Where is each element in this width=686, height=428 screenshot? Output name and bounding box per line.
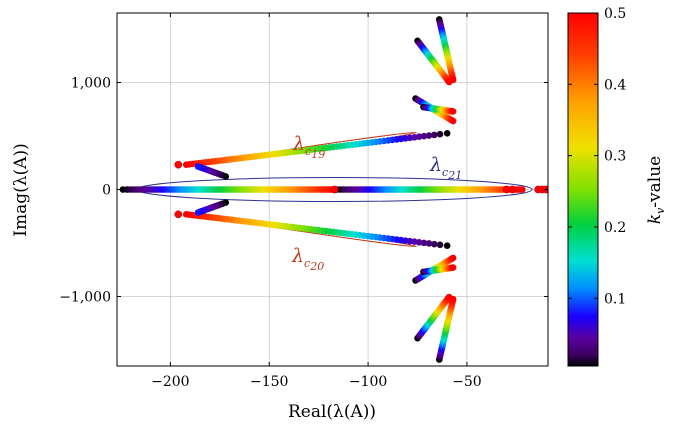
data-point — [194, 209, 202, 216]
data-point — [508, 185, 517, 194]
y-tick-label: −1,000 — [59, 289, 111, 305]
colorbar — [567, 12, 599, 367]
data-point — [449, 254, 457, 262]
colorbar-tick-label: 0.2 — [604, 220, 626, 236]
data-point — [425, 132, 433, 139]
data-points — [119, 16, 548, 363]
data-point — [174, 210, 183, 219]
x-tick-label: −100 — [349, 374, 387, 390]
data-point — [431, 240, 438, 248]
data-point — [174, 160, 183, 169]
x-tick-label: −200 — [151, 374, 189, 390]
data-point — [449, 108, 457, 115]
y-tick-label: 0 — [102, 183, 111, 199]
x-tick-label: −50 — [452, 374, 482, 390]
colorbar-tick-label: 0.3 — [604, 149, 626, 165]
data-point — [420, 239, 428, 247]
data-point — [443, 130, 451, 137]
colorbar-tick-label: 0.4 — [604, 77, 626, 93]
colorbar-label: kv-value — [645, 156, 667, 224]
data-point — [182, 161, 190, 168]
data-point — [431, 131, 438, 139]
x-axis-label: Real(λ(A)) — [288, 402, 376, 422]
data-point — [449, 264, 457, 271]
data-point — [330, 185, 339, 194]
data-point — [182, 211, 190, 218]
colorbar-ticks: 0.1 0.2 0.3 0.4 0.5 — [568, 6, 626, 307]
axis-ticks: −200 −150 −100 −50 −1,000 0 1,000 — [59, 13, 548, 390]
annotation-lambda-c19: λc19 — [292, 133, 325, 161]
data-point — [436, 130, 444, 138]
y-tick-label: 1,000 — [71, 76, 111, 92]
annotation-lambda-c20: λc20 — [291, 245, 324, 273]
data-point — [420, 132, 428, 140]
data-point — [445, 78, 453, 86]
data-point — [443, 242, 451, 249]
data-point — [425, 240, 433, 247]
annotation-lambda-c21: λc21 — [429, 154, 462, 182]
colorbar-tick-label: 0.1 — [604, 291, 626, 307]
colorbar-tick-label: 0.5 — [604, 6, 626, 22]
data-point — [436, 241, 444, 249]
x-tick-label: −150 — [250, 374, 288, 390]
data-point — [194, 163, 202, 170]
data-point — [445, 293, 453, 301]
y-axis-label: Imag(λ(A)) — [11, 143, 31, 236]
data-point — [518, 186, 526, 193]
data-point — [449, 117, 457, 125]
